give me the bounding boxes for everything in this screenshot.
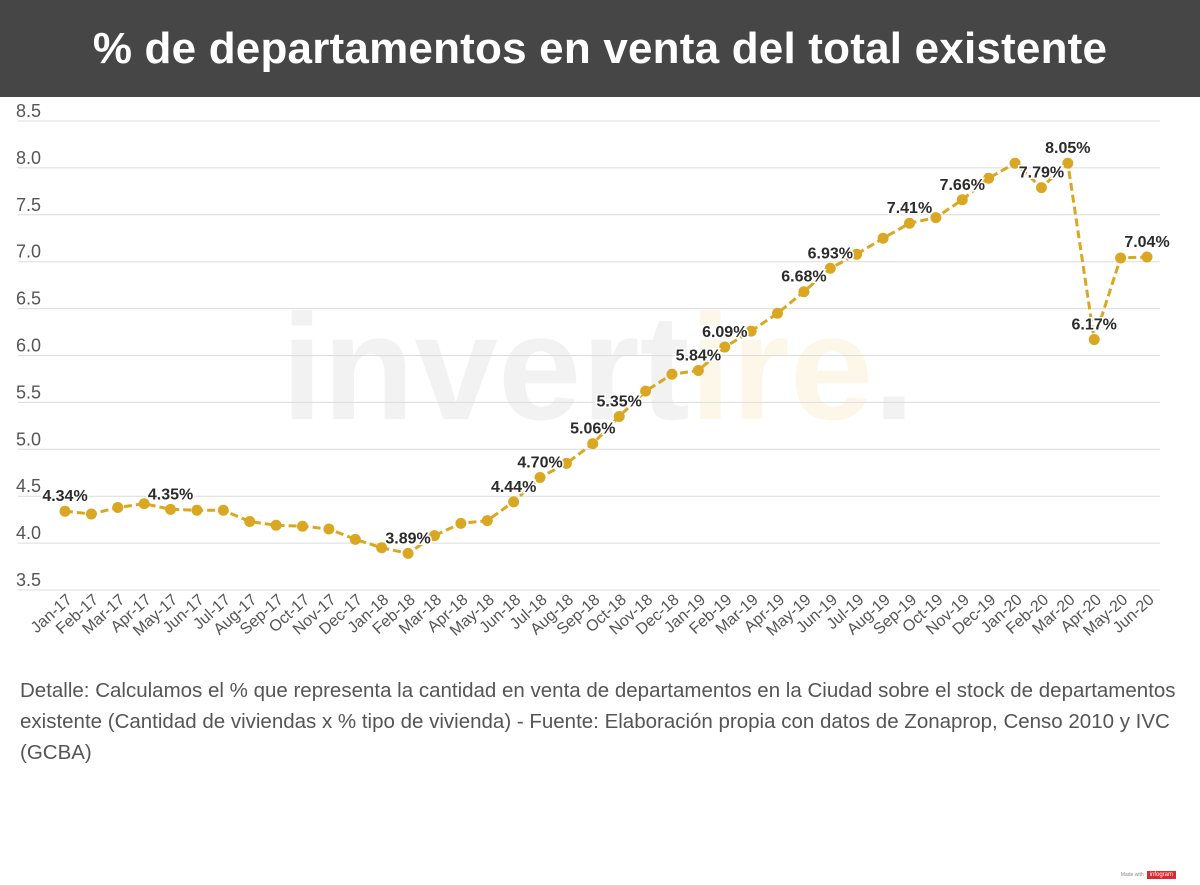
credit-brand: infogram [1146,871,1176,879]
data-label: 6.09% [702,324,747,341]
data-point [666,368,678,380]
data-point [719,341,731,353]
data-label: 7.66% [940,177,985,194]
data-point [772,307,784,319]
series-points [59,157,1153,559]
y-tick-label: 8.5 [16,101,41,121]
data-point [297,520,309,532]
data-point [903,217,915,229]
credit-made-with: Made with [1120,872,1144,878]
y-tick-label: 7.0 [16,242,41,262]
y-tick-label: 3.5 [16,570,41,590]
data-point [930,212,942,224]
data-point [798,286,810,298]
data-labels: 4.34% 4.35% 3.89% 4.44% 4.70% 5.06% 5.35% 5.84%… [41,139,1171,549]
data-point [956,194,968,206]
data-label: 6.17% [1072,317,1117,334]
data-point [1088,334,1100,346]
chart-title: % de departamentos en venta del total ex… [92,23,1108,73]
data-point [1035,182,1047,194]
data-point [851,248,863,260]
data-label: 7.41% [887,200,932,217]
data-point [613,410,625,422]
watermark-main: invert [281,283,689,451]
data-label: 5.35% [597,393,642,410]
data-point [112,501,124,513]
data-point [877,232,889,244]
data-point [428,530,440,542]
data-label: 5.84% [676,348,721,365]
data-point [138,498,150,510]
y-tick-label: 5.5 [16,382,41,402]
chart-header: % de departamentos en venta del total ex… [0,0,1200,97]
data-label: 4.44% [491,479,536,496]
data-label: 8.05% [1045,140,1090,157]
data-point [270,519,282,531]
data-label: 4.35% [148,486,193,503]
y-tick-label: 4.5 [16,476,41,496]
y-tick-label: 6.5 [16,289,41,309]
y-tick-label: 4.0 [16,523,41,543]
data-point [983,172,995,184]
data-point [692,365,704,377]
data-point [402,547,414,559]
data-point [244,516,256,528]
data-point [191,504,203,516]
watermark-dot: . [873,283,915,451]
data-label: 6.68% [781,269,826,286]
data-point [587,438,599,450]
data-point [85,508,97,520]
data-label: 6.93% [808,245,853,262]
data-point [560,457,572,469]
data-point [534,471,546,483]
y-gridlines [18,120,1160,591]
made-with-infogram[interactable]: Made with infogram [1121,871,1176,879]
data-point [481,515,493,527]
data-label: 4.34% [42,488,87,505]
data-point [323,523,335,535]
data-label: 7.79% [1019,165,1064,182]
y-tick-label: 6.0 [16,336,41,356]
data-point [1009,157,1021,169]
data-label: 3.89% [385,530,430,547]
data-point [508,496,520,508]
y-axis-ticks: 8.5 8.0 7.5 7.0 6.5 6.0 5.5 5.0 4.5 4.0 3.5 [16,101,41,590]
data-point [1115,252,1127,264]
watermark-text: invertire. [281,283,915,451]
data-label: 7.04% [1124,234,1169,251]
data-point [824,262,836,274]
data-label: 5.06% [570,421,615,438]
x-axis-ticks: Jan-17Feb-17Mar-17Apr-17May-17Jun-17Jul-… [28,591,1158,639]
y-tick-label: 8.0 [16,148,41,168]
data-point [376,542,388,554]
data-point [455,517,467,529]
data-point [1062,157,1074,169]
line-chart: invertire. 8.58.07.57.06.56.05.55.04.54.… [16,101,1171,640]
data-point [217,504,229,516]
data-point [349,533,361,545]
footnote: Detalle: Calculamos el % que representa … [20,679,1176,764]
data-point [165,503,177,515]
watermark: invertire. [281,283,915,451]
data-label: 4.70% [517,454,562,471]
data-point [1141,251,1153,263]
y-tick-label: 5.0 [16,429,41,449]
data-point [745,325,757,337]
data-point [640,385,652,397]
data-point [59,505,71,517]
y-tick-label: 7.5 [16,195,41,215]
